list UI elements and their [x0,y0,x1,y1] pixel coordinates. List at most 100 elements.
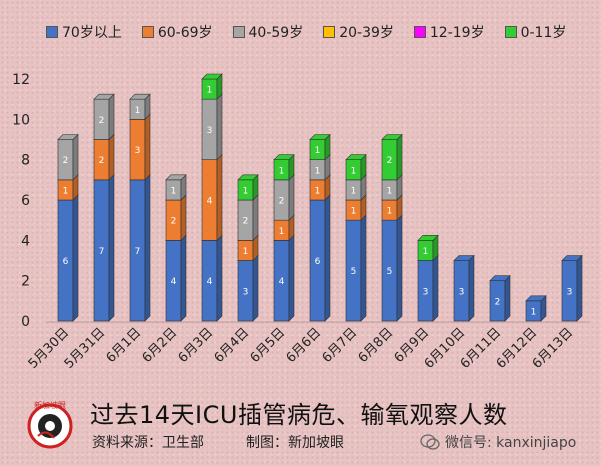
data-label: 4 [207,277,213,287]
y-tick-label: 4 [21,233,30,249]
legend-label: 40-59岁 [248,25,304,41]
data-label: 5 [387,267,393,277]
bar-side [468,254,475,322]
legend-item: 40-59岁 [232,22,304,42]
bar-side [504,274,511,322]
x-tick-label: 6月3日 [176,325,217,366]
data-label: 2 [171,217,177,227]
legend-label: 60-69岁 [157,25,213,41]
data-label: 1 [243,186,249,196]
x-tick-label: 6月8日 [356,325,397,366]
data-label: 1 [279,227,285,237]
wechat-label: 微信号: kanxinjiapo [445,435,577,451]
data-label: 1 [171,186,177,196]
bar-top [273,154,295,160]
bar-top [309,134,331,140]
bar-side [180,194,187,242]
bar-top [201,73,223,80]
x-tick-label: 6月7日 [320,325,361,366]
legend-swatch [413,26,426,38]
bar-side [252,194,259,242]
data-label: 3 [567,287,573,297]
data-label: 1 [387,186,393,196]
data-label: 1 [243,247,249,257]
bar-top [129,93,151,100]
legend-label: 20-39岁 [339,25,394,41]
y-tick-label: 0 [21,314,30,330]
legend-item: 60-69岁 [141,22,213,42]
y-tick-label: 12 [12,72,30,88]
bar-top [345,154,367,160]
data-label: 1 [279,166,285,176]
bar-side [108,93,115,141]
data-label: 1 [531,307,537,317]
data-label: 2 [99,116,105,126]
data-label: 6 [315,257,321,267]
x-tick-label: 6月4日 [212,325,253,366]
x-tick-label: 6月1日 [104,325,145,366]
stacked-bar-chart: 0246810126125月30日7225月31日7316月1日4216月2日4… [12,72,590,372]
x-tick-label: 5月31日 [62,325,109,372]
legend-label: 0-11岁 [520,25,567,41]
bar-side [396,214,403,322]
bar-side [324,194,331,322]
bar-side [288,174,295,221]
bar-top [237,174,259,181]
data-label: 4 [207,197,213,207]
data-label: 3 [135,146,141,156]
data-label: 3 [207,126,213,136]
data-label: 1 [315,166,321,176]
data-label: 1 [63,186,69,196]
bar-side [108,133,115,181]
legend-swatch [232,26,245,38]
legend-label: 70岁以上 [62,25,122,41]
data-label: 2 [495,297,501,307]
bar-top [93,93,115,100]
bar-side [216,234,223,322]
data-label: 1 [423,247,429,257]
wechat-icon [420,434,440,450]
bar-top [165,174,187,181]
legend-item: 0-11岁 [504,22,567,42]
data-label: 4 [171,277,177,287]
data-label: 6 [63,257,69,267]
brand-logo: 新加坡眼 [24,398,76,450]
legend-item: 20-39岁 [323,22,394,42]
data-label: 3 [423,287,429,297]
bar-side [396,133,403,181]
data-source: 资料来源：卫生部 [92,435,204,451]
y-tick-label: 2 [21,274,30,290]
bar-side [252,254,259,322]
x-tick-label: 6月5日 [248,325,289,366]
data-label: 1 [351,186,357,196]
bar-top [525,295,547,302]
legend-item: 70岁以上 [46,22,122,42]
bar-side [72,194,79,322]
bar-side [360,214,367,322]
chart-legend: 70岁以上 60-69岁 40-59岁 20-39岁 12-19岁 0-11岁 [46,22,591,42]
data-label: 2 [99,156,105,166]
bar-side [216,93,223,161]
legend-swatch [504,26,517,38]
bar-top [57,134,79,140]
chart-maker: 制图：新加坡眼 [246,435,344,451]
data-label: 4 [279,277,285,287]
chart-title: 过去14天ICU插管病危、输氧观察人数 [90,401,508,429]
data-label: 1 [351,166,357,176]
data-label: 5 [351,267,357,277]
data-label: 1 [351,207,357,217]
bar-side [432,254,439,322]
bar-top [381,134,403,140]
bar-side [72,133,79,181]
bar-top [561,255,583,261]
legend-swatch [141,26,154,38]
data-label: 2 [63,156,69,166]
data-label: 1 [207,86,213,96]
bar-side [216,153,223,242]
svg-text:新加坡眼: 新加坡眼 [34,400,66,410]
legend-swatch [46,26,58,38]
bar-top [417,235,439,241]
data-label: 2 [279,197,285,207]
data-label: 1 [135,106,141,116]
x-tick-label: 6月13日 [530,325,577,372]
